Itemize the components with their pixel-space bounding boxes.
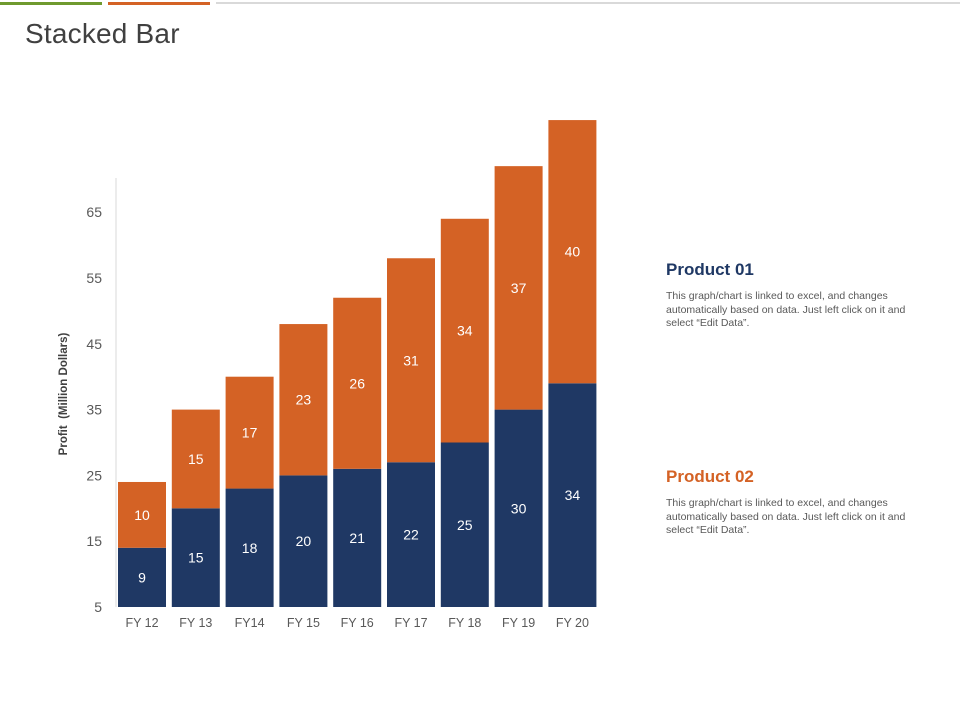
data-label-product-01: 25 <box>457 517 473 533</box>
bar-product-01 <box>171 508 220 607</box>
bar-product-02 <box>494 166 543 410</box>
y-tick-label: 35 <box>86 402 102 418</box>
data-label-product-01: 34 <box>565 487 581 503</box>
data-label-product-02: 34 <box>457 323 473 339</box>
data-label-product-02: 31 <box>403 352 419 368</box>
page-title: Stacked Bar <box>25 18 180 49</box>
top-accent-gray <box>216 2 960 4</box>
legend-product-02: Product 02 This graph/chart is linked to… <box>666 467 936 538</box>
bar-product-01 <box>118 547 166 607</box>
y-ticks: 5 15 25 35 45 55 65 <box>86 204 102 615</box>
x-tick-label: FY 17 <box>394 616 427 630</box>
bar-product-02 <box>225 376 274 489</box>
bar-product-02 <box>279 324 328 476</box>
bar-product-01 <box>387 462 435 607</box>
bar-product-01 <box>440 442 489 607</box>
bar-product-02 <box>548 120 597 384</box>
legend-desc-product-02: This graph/chart is linked to excel, and… <box>666 497 906 536</box>
y-tick-label: 25 <box>86 467 102 483</box>
data-label-product-01: 30 <box>511 500 527 516</box>
y-tick-label: 65 <box>86 204 102 220</box>
bar-product-01 <box>225 488 274 607</box>
y-axis-label: Profit (Million Dollars) <box>58 333 70 456</box>
bar-product-02 <box>387 258 435 463</box>
legend-title-product-01: Product 01 <box>666 260 754 279</box>
x-tick-label: FY 16 <box>341 616 374 630</box>
data-label-product-01: 15 <box>188 550 204 566</box>
x-tick-label: FY 18 <box>448 616 481 630</box>
data-label-product-02: 17 <box>242 425 258 441</box>
bar-product-01 <box>548 383 597 607</box>
legend-title-product-02: Product 02 <box>666 467 754 486</box>
x-tick-label: FY 12 <box>125 616 158 630</box>
bar-product-02 <box>118 481 166 548</box>
data-label-product-01: 18 <box>242 540 258 556</box>
y-tick-label: 5 <box>94 599 102 615</box>
bar-product-01 <box>494 409 543 607</box>
data-label-product-01: 22 <box>403 527 419 543</box>
y-tick-label: 45 <box>86 336 102 352</box>
data-label-product-02: 10 <box>134 507 150 523</box>
top-accent-green <box>0 2 102 5</box>
x-tick-label: FY 13 <box>179 616 212 630</box>
data-label-product-02: 26 <box>349 375 365 391</box>
data-label-product-02: 23 <box>296 392 312 408</box>
x-tick-label: FY 20 <box>556 616 589 630</box>
bars: 9 10 15 15 18 17 20 23 21 26 22 31 25 34 30 37 34 40 <box>118 120 597 607</box>
legend-desc-product-01: This graph/chart is linked to excel, and… <box>666 290 906 329</box>
top-accent-orange <box>108 2 210 5</box>
x-ticks: FY 12 FY 13 FY14 FY 15 FY 16 FY 17 FY 18 FY 19 F… <box>125 616 589 630</box>
data-label-product-01: 9 <box>138 569 146 585</box>
x-tick-label: FY 15 <box>287 616 320 630</box>
data-label-product-02: 15 <box>188 451 204 467</box>
x-tick-label: FY 19 <box>502 616 535 630</box>
bar-product-01 <box>279 475 328 607</box>
y-tick-label: 55 <box>86 270 102 286</box>
data-label-product-01: 20 <box>296 533 312 549</box>
y-tick-label: 15 <box>86 533 102 549</box>
x-tick-label: FY14 <box>235 616 265 630</box>
data-label-product-02: 40 <box>565 244 581 260</box>
legend-product-01: Product 01 This graph/chart is linked to… <box>666 260 936 331</box>
bar-product-02 <box>440 218 489 443</box>
bar-product-01 <box>333 468 382 607</box>
bar-product-02 <box>333 297 382 469</box>
data-label-product-01: 21 <box>349 530 365 546</box>
data-label-product-02: 37 <box>511 280 527 296</box>
bar-product-02 <box>171 409 220 509</box>
